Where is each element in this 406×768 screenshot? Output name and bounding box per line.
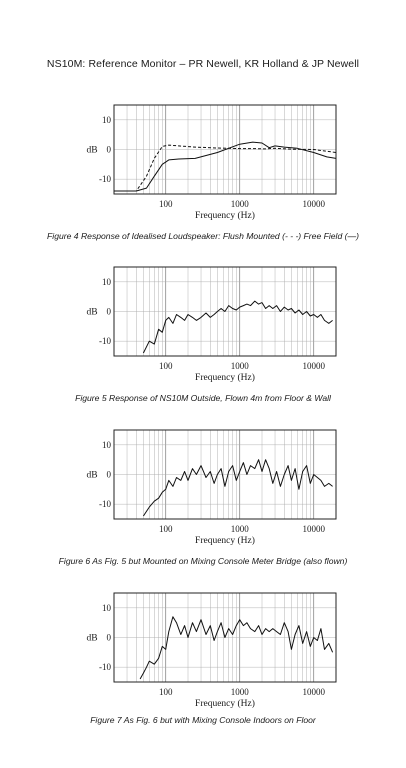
y-tick-label: -10 — [99, 174, 111, 184]
figure-6-caption: Figure 6 As Fig. 5 but Mounted on Mixing… — [58, 556, 348, 566]
y-tick-label: 0 — [107, 145, 112, 155]
series-line — [114, 141, 337, 192]
y-tick-label: 10 — [102, 277, 112, 287]
series-line — [139, 616, 334, 680]
page-header: NS10M: Reference Monitor – PR Newell, KR… — [46, 58, 360, 70]
x-tick-label: 1000 — [231, 524, 250, 534]
y-tick-label: 0 — [107, 307, 112, 317]
x-tick-label: 1000 — [231, 199, 250, 209]
x-tick-label: 10000 — [302, 199, 325, 209]
figure-7: 10 0 -10 dB 100 1000 10000 Frequency (Hz) Figur… — [0, 588, 406, 738]
y-tick-label: 10 — [102, 440, 112, 450]
plot-frame — [113, 592, 337, 683]
x-tick-label: 1000 — [231, 687, 250, 697]
x-axis-label: Frequency (Hz) — [195, 698, 255, 709]
y-tick-label: -10 — [99, 499, 111, 509]
x-axis-label: Frequency (Hz) — [195, 372, 255, 383]
plot-frame — [113, 429, 337, 520]
figure-5-caption: Figure 5 Response of NS10M Outside, Flow… — [75, 393, 331, 403]
series-line — [142, 300, 333, 354]
figure-7-caption: Figure 7 As Fig. 6 but with Mixing Conso… — [90, 715, 316, 725]
grid — [114, 430, 336, 519]
y-axis-label: dB — [86, 471, 97, 481]
figure-6: 10 0 -10 dB 100 1000 10000 Frequency (Hz) Figur… — [0, 425, 406, 575]
x-axis-label: Frequency (Hz) — [195, 535, 255, 546]
figure-5: 10 0 -10 dB 100 1000 10000 Frequency (Hz) Figur… — [0, 262, 406, 412]
x-tick-label: 100 — [159, 361, 173, 371]
y-tick-label: 10 — [102, 603, 112, 613]
y-axis-label: dB — [86, 146, 97, 156]
plot-frame — [113, 104, 337, 195]
x-tick-label: 1000 — [231, 361, 250, 371]
x-tick-label: 10000 — [302, 687, 325, 697]
series-line-dashed — [114, 144, 337, 192]
y-axis-label: dB — [86, 308, 97, 318]
y-axis-label: dB — [86, 634, 97, 644]
x-tick-label: 10000 — [302, 361, 325, 371]
figure-4: 10 0 -10 dB 100 1000 10000 Frequency (Hz) Figur… — [0, 100, 406, 250]
x-tick-label: 100 — [159, 524, 173, 534]
y-tick-label: -10 — [99, 662, 111, 672]
y-tick-label: 0 — [107, 470, 112, 480]
x-tick-label: 10000 — [302, 524, 325, 534]
y-tick-label: -10 — [99, 336, 111, 346]
x-axis-label: Frequency (Hz) — [195, 210, 255, 221]
y-tick-label: 10 — [102, 115, 112, 125]
x-tick-label: 100 — [159, 687, 173, 697]
y-tick-label: 0 — [107, 633, 112, 643]
figure-4-caption: Figure 4 Response of Idealised Loudspeak… — [47, 231, 359, 241]
x-tick-label: 100 — [159, 199, 173, 209]
grid — [114, 267, 336, 356]
series-line — [142, 459, 333, 517]
plot-frame — [113, 266, 337, 357]
